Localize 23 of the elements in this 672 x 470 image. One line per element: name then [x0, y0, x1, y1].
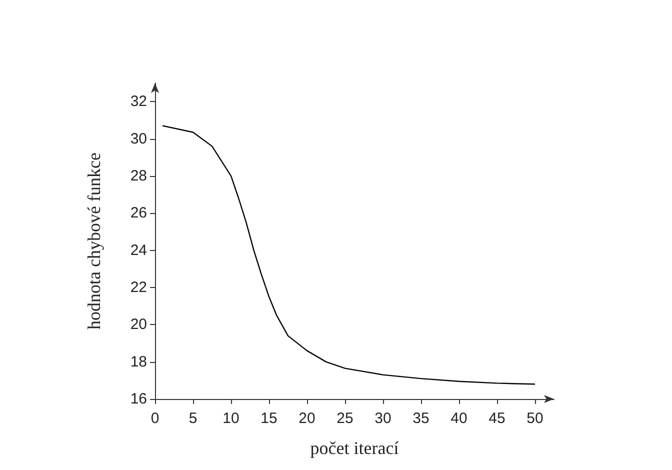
line-series: [162, 125, 536, 385]
y-tick-label: 22: [130, 278, 147, 296]
x-tick-label: 10: [222, 410, 240, 427]
y-tick-label: 32: [130, 93, 147, 110]
x-tick-label: 20: [298, 410, 316, 427]
x-tick-label: 15: [260, 410, 278, 427]
y-tick-label: 20: [130, 316, 147, 334]
x-tick-label: 0: [150, 410, 160, 427]
y-tick-label: 24: [130, 242, 147, 259]
x-axis-title: počet iterací: [310, 438, 399, 458]
x-tick-label: 45: [488, 410, 506, 427]
x-tick-label: 30: [374, 410, 392, 427]
y-tick-label: 18: [130, 353, 147, 370]
y-axis-title: hodnota chybové funkce: [84, 152, 104, 330]
x-tick-label: 5: [188, 410, 198, 427]
y-tick-label: 26: [130, 204, 147, 222]
y-tick-label: 28: [130, 167, 147, 184]
y-tick-label: 30: [130, 130, 147, 148]
y-tick-label: 16: [130, 390, 147, 408]
x-tick-label: 50: [526, 410, 544, 427]
x-tick-label: 35: [412, 410, 430, 427]
x-tick-label: 25: [336, 410, 354, 427]
x-tick-label: 40: [450, 410, 468, 427]
